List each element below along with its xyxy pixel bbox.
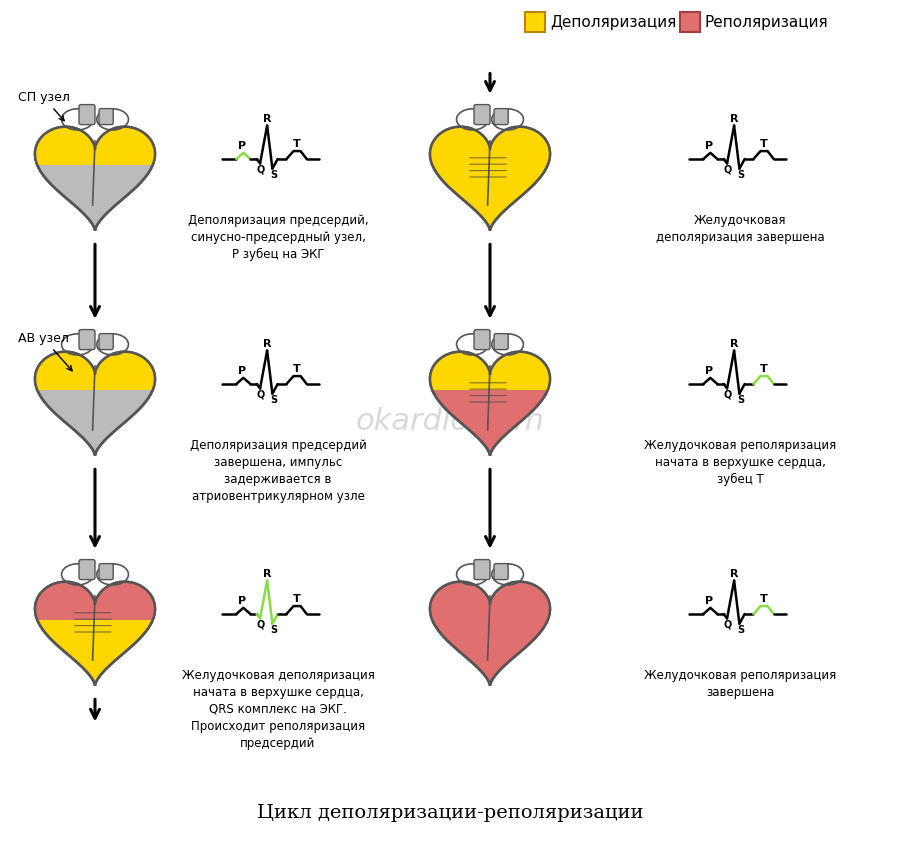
Text: Q: Q: [724, 165, 732, 174]
Text: Q: Q: [724, 619, 732, 630]
FancyBboxPatch shape: [79, 560, 95, 580]
FancyBboxPatch shape: [474, 560, 490, 580]
Text: P: P: [706, 366, 714, 376]
Text: Цикл деполяризации-реполяризации: Цикл деполяризации-реполяризации: [256, 804, 644, 822]
Polygon shape: [430, 352, 550, 390]
Text: P: P: [238, 596, 247, 606]
FancyBboxPatch shape: [99, 333, 113, 349]
Polygon shape: [35, 582, 155, 620]
Polygon shape: [35, 352, 155, 390]
Text: Деполяризация предсердий,
синусно-предсердный узел,
Р зубец на ЭКГ: Деполяризация предсердий, синусно-предсе…: [188, 214, 368, 261]
Text: Желудочковая
деполяризация завершена: Желудочковая деполяризация завершена: [656, 214, 824, 244]
Text: S: S: [271, 394, 278, 404]
Text: АВ узел: АВ узел: [18, 332, 72, 371]
Polygon shape: [430, 127, 550, 165]
Text: СП узел: СП узел: [18, 91, 70, 121]
Text: R: R: [730, 114, 738, 124]
Text: Деполяризация предсердий
завершена, импульс
задерживается в
атриовентрикулярном : Деполяризация предсердий завершена, импу…: [190, 439, 366, 503]
Text: R: R: [263, 114, 272, 124]
Bar: [525, 12, 545, 32]
Text: okardio.com: okardio.com: [356, 408, 544, 436]
Polygon shape: [430, 352, 550, 456]
Text: S: S: [271, 170, 278, 180]
Polygon shape: [430, 127, 550, 230]
Text: T: T: [293, 365, 301, 375]
FancyBboxPatch shape: [79, 105, 95, 125]
Text: Деполяризация: Деполяризация: [550, 14, 676, 30]
Text: T: T: [760, 139, 768, 149]
Text: S: S: [738, 625, 744, 635]
FancyBboxPatch shape: [494, 109, 508, 125]
Text: Q: Q: [256, 619, 266, 630]
Polygon shape: [430, 582, 550, 685]
Text: S: S: [271, 625, 278, 635]
FancyBboxPatch shape: [494, 333, 508, 349]
Text: P: P: [706, 596, 714, 606]
FancyBboxPatch shape: [79, 330, 95, 349]
Text: Желудочковая реполяризация
завершена: Желудочковая реполяризация завершена: [644, 669, 836, 699]
Text: Реполяризация: Реполяризация: [705, 14, 829, 30]
Text: R: R: [730, 338, 738, 349]
FancyBboxPatch shape: [99, 564, 113, 580]
FancyBboxPatch shape: [474, 105, 490, 125]
Text: P: P: [238, 141, 247, 151]
Text: T: T: [760, 594, 768, 604]
Text: R: R: [730, 569, 738, 579]
Polygon shape: [35, 127, 155, 230]
Text: T: T: [293, 139, 301, 149]
FancyBboxPatch shape: [494, 564, 508, 580]
Polygon shape: [35, 582, 155, 685]
Text: R: R: [263, 338, 272, 349]
Bar: [680, 12, 700, 32]
Text: T: T: [760, 365, 768, 375]
Text: T: T: [293, 594, 301, 604]
Text: Желудочковая реполяризация
начата в верхушке сердца,
зубец Т: Желудочковая реполяризация начата в верх…: [644, 439, 836, 486]
FancyBboxPatch shape: [474, 330, 490, 349]
Text: Q: Q: [256, 389, 266, 399]
Text: P: P: [238, 366, 247, 376]
Text: S: S: [738, 394, 744, 404]
Text: Q: Q: [724, 389, 732, 399]
Polygon shape: [430, 582, 550, 620]
Text: P: P: [706, 141, 714, 151]
Polygon shape: [35, 127, 155, 165]
Text: Q: Q: [256, 165, 266, 174]
Text: R: R: [263, 569, 272, 579]
Text: Желудочковая деполяризация
начата в верхушке сердца,
QRS комплекс на ЭКГ.
Происх: Желудочковая деполяризация начата в верх…: [182, 669, 374, 750]
Polygon shape: [35, 352, 155, 456]
FancyBboxPatch shape: [99, 109, 113, 125]
Text: S: S: [738, 170, 744, 180]
